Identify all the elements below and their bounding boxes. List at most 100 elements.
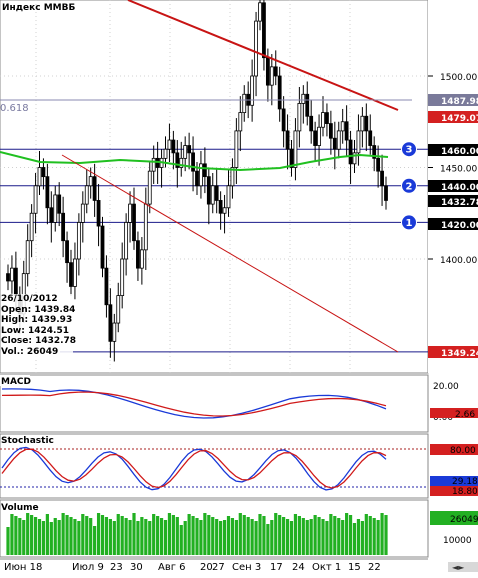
candle-body[interactable]	[265, 57, 270, 86]
candle-body[interactable]	[218, 200, 223, 214]
candle-body[interactable]	[214, 185, 219, 201]
candle-body[interactable]	[281, 108, 286, 132]
candle-body[interactable]	[120, 258, 125, 296]
candle-body[interactable]	[297, 103, 302, 132]
candle-body[interactable]	[151, 157, 156, 172]
candle-body[interactable]	[368, 130, 373, 146]
candle-body[interactable]	[376, 157, 381, 172]
candle-body[interactable]	[328, 123, 333, 139]
time-axis[interactable]: Июн 18 Июл 9 23 30 Авг 6 20 27 Сен 3 17 24 Окт 1 15…	[0, 558, 478, 574]
candle-body[interactable]	[309, 115, 314, 132]
candle-body[interactable]	[65, 240, 69, 264]
candle-body[interactable]	[356, 130, 361, 154]
candle-body[interactable]	[163, 148, 168, 159]
candle-body[interactable]	[380, 170, 384, 187]
candle-body[interactable]	[285, 130, 290, 150]
candle-body[interactable]	[317, 126, 321, 146]
candle-body[interactable]	[250, 75, 255, 106]
candle-body[interactable]	[222, 207, 227, 214]
candle-body[interactable]	[6, 273, 10, 282]
candle-body[interactable]	[344, 121, 349, 141]
candle-body[interactable]	[100, 225, 105, 269]
candle-body[interactable]	[384, 185, 388, 201]
candle-body[interactable]	[13, 267, 18, 296]
candle-body[interactable]	[325, 112, 329, 124]
candle-body[interactable]	[96, 200, 101, 227]
candle-body[interactable]	[128, 203, 132, 223]
candle-body[interactable]	[132, 203, 136, 242]
candle-body[interactable]	[234, 130, 239, 168]
macd-panel[interactable]: MACD 20.00 0.00 2.66	[0, 374, 478, 433]
candle-body[interactable]	[29, 212, 34, 242]
candle-body[interactable]	[238, 112, 243, 132]
candle-body[interactable]	[143, 203, 148, 251]
candle-body[interactable]	[61, 212, 66, 242]
candle-body[interactable]	[348, 139, 353, 165]
candle-body[interactable]	[301, 93, 306, 104]
candle-body[interactable]	[69, 262, 73, 287]
candle-body[interactable]	[183, 145, 188, 159]
candle-body[interactable]	[202, 163, 207, 178]
candle-body[interactable]	[269, 66, 274, 86]
candle-body[interactable]	[258, 2, 262, 22]
candle-body[interactable]	[289, 148, 294, 168]
candle-body[interactable]	[262, 2, 266, 59]
candle-body[interactable]	[277, 75, 282, 110]
candle-body[interactable]	[226, 185, 231, 209]
candle-body[interactable]	[139, 249, 144, 269]
candle-body[interactable]	[340, 121, 345, 132]
candle-body[interactable]	[321, 112, 325, 128]
level-marker-1[interactable]	[401, 214, 417, 231]
candle-body[interactable]	[136, 240, 140, 269]
scroll-corner[interactable]	[448, 562, 478, 572]
level-marker-2[interactable]	[401, 177, 417, 194]
trendline-upper[interactable]	[127, 0, 399, 111]
candle-body[interactable]	[273, 66, 278, 77]
candle-body[interactable]	[332, 137, 337, 150]
candle-body[interactable]	[191, 152, 195, 172]
candle-body[interactable]	[80, 203, 85, 223]
candle-body[interactable]	[104, 267, 109, 306]
candle-body[interactable]	[124, 221, 129, 260]
candle-body[interactable]	[206, 176, 211, 205]
candle-body[interactable]	[254, 20, 258, 77]
candle-body[interactable]	[10, 267, 14, 282]
candle-body[interactable]	[108, 304, 113, 342]
candle-body[interactable]	[57, 194, 62, 214]
candle-body[interactable]	[33, 185, 38, 214]
candle-body[interactable]	[49, 207, 54, 223]
candle-body[interactable]	[116, 295, 121, 324]
candle-body[interactable]	[84, 185, 89, 205]
candle-body[interactable]	[199, 163, 203, 187]
volume-panel[interactable]: Volume 26049 10000	[0, 499, 478, 558]
price-axis[interactable]: 1500.00 1450.00 1400.00 1487.98 1479.07 1460…	[428, 0, 478, 373]
candle-body[interactable]	[230, 167, 235, 187]
candle-body[interactable]	[179, 157, 184, 168]
candle-body[interactable]	[112, 322, 117, 342]
candle-body[interactable]	[25, 240, 30, 275]
candle-body[interactable]	[372, 145, 377, 159]
candle-body[interactable]	[53, 194, 58, 223]
candle-body[interactable]	[364, 115, 369, 132]
candle-body[interactable]	[88, 176, 93, 187]
candle-body[interactable]	[167, 139, 172, 150]
trendline-lower[interactable]	[61, 154, 399, 353]
candle-body[interactable]	[360, 115, 365, 132]
candle-body[interactable]	[37, 167, 42, 187]
candle-body[interactable]	[41, 167, 46, 178]
candle-body[interactable]	[147, 170, 152, 205]
candle-body[interactable]	[45, 176, 50, 209]
stochastic-panel[interactable]: Stochastic 80.00 29.18 18.80	[0, 433, 478, 499]
candle-body[interactable]	[293, 130, 298, 168]
candle-body[interactable]	[187, 145, 192, 154]
candle-body[interactable]	[305, 93, 310, 117]
candle-body[interactable]	[175, 152, 180, 168]
candle-body[interactable]	[171, 139, 176, 154]
candle-body[interactable]	[76, 221, 81, 260]
candle-body[interactable]	[73, 258, 77, 287]
level-marker-3[interactable]	[401, 141, 417, 158]
candle-body[interactable]	[242, 93, 247, 114]
candle-body[interactable]	[352, 152, 357, 165]
candle-body[interactable]	[195, 170, 199, 187]
